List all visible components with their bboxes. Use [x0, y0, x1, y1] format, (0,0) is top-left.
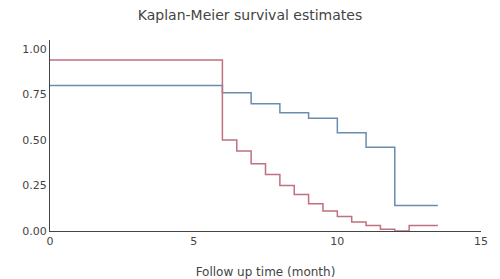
svg-text:Follow up time (month): Follow up time (month) [196, 265, 336, 279]
svg-text:0.75: 0.75 [22, 88, 47, 101]
svg-text:5: 5 [190, 235, 197, 248]
svg-text:10: 10 [330, 235, 344, 248]
svg-text:Kaplan-Meier survival estimate: Kaplan-Meier survival estimates [138, 7, 362, 23]
svg-text:0.00: 0.00 [22, 225, 47, 238]
svg-text:0.25: 0.25 [22, 179, 47, 192]
svg-text:15: 15 [474, 235, 488, 248]
svg-text:0.50: 0.50 [22, 134, 47, 147]
svg-text:1.00: 1.00 [22, 43, 47, 56]
svg-text:0: 0 [47, 235, 54, 248]
